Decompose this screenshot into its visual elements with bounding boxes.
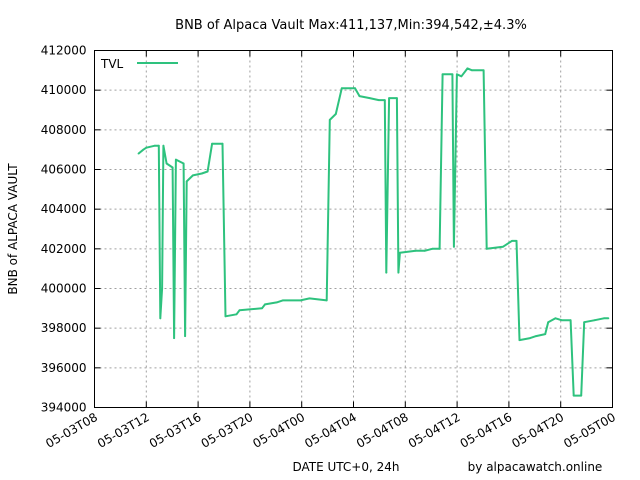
data-point [142,148,145,151]
data-point [502,245,504,248]
data-point [569,319,572,322]
data-point [396,97,398,99]
data-point [157,144,160,147]
data-point [554,317,557,320]
data-point [238,309,241,312]
data-point [182,162,185,165]
data-point [511,240,513,242]
data-point [485,247,488,250]
data-point [340,87,343,90]
data-point [171,166,174,169]
y-axis-label: BNB of ALPACA VAULT [6,163,20,295]
data-point [453,245,455,248]
gridlines [94,50,613,408]
y-tick-label: 396000 [41,361,87,375]
y-tick-label: 404000 [41,202,87,216]
data-point [603,317,605,320]
data-point [325,299,328,302]
data-point [607,317,610,320]
data-point [383,99,386,101]
data-point [572,394,575,397]
data-point [211,142,214,145]
y-tick-label: 410000 [41,83,87,97]
data-point [414,249,417,252]
data-point [547,321,550,324]
data-point [441,73,444,76]
data-point [518,339,521,341]
chart-title: BNB of Alpaca Vault Max:411,137,Min:394,… [175,18,527,33]
data-point [358,95,361,97]
y-tick-label: 394000 [41,401,87,415]
y-tick-label: 402000 [41,242,87,256]
data-point [200,172,203,175]
data-point [388,97,390,99]
credit-label: by alpacawatch.online [468,460,603,474]
data-point [471,69,473,72]
data-point [593,319,596,322]
data-point [175,158,177,161]
y-tick-label: 412000 [41,44,87,58]
data-point [145,146,148,149]
data-point [137,152,140,155]
data-point [466,67,469,70]
data-point [385,271,388,274]
data-point [560,319,563,322]
data-point [377,99,380,101]
y-tick-label: 398000 [41,321,87,335]
data-point [173,337,176,339]
legend-label-tvl: TVL [100,57,124,71]
data-point [159,317,162,320]
data-point [299,299,302,302]
data-point [544,333,547,335]
data-point [165,162,168,165]
data-point [221,142,224,145]
data-point [423,249,426,252]
data-point [535,335,537,337]
data-point [308,297,311,300]
data-point [224,315,227,318]
data-point [515,240,518,242]
data-point [399,251,401,254]
data-point [184,335,187,337]
data-point [583,321,586,324]
data-point [275,301,278,304]
data-point [438,247,441,250]
y-tick-label: 406000 [41,163,87,177]
y-tick-label: 400000 [41,282,87,296]
data-point [281,299,284,302]
data-point [482,69,485,72]
y-tick-label: 408000 [41,123,87,137]
data-point [368,97,371,99]
data-point [529,337,531,339]
data-point [431,247,434,250]
data-point [456,73,458,76]
data-point [580,394,583,397]
data-point [162,144,165,147]
x-axis-label: DATE UTC+0, 24h [292,460,399,474]
legend: TVL [100,57,178,71]
data-point [185,180,188,183]
data-point [334,113,337,115]
data-point [460,75,463,78]
data-point [451,73,454,76]
data-point [328,119,331,121]
data-point [235,313,238,316]
data-point [354,87,356,90]
data-point [206,170,209,173]
data-point [192,174,194,177]
data-point [261,307,263,310]
data-point [161,287,164,290]
plot-area [137,67,610,397]
data-point [397,271,400,274]
data-point [154,144,156,147]
data-point [264,303,266,306]
